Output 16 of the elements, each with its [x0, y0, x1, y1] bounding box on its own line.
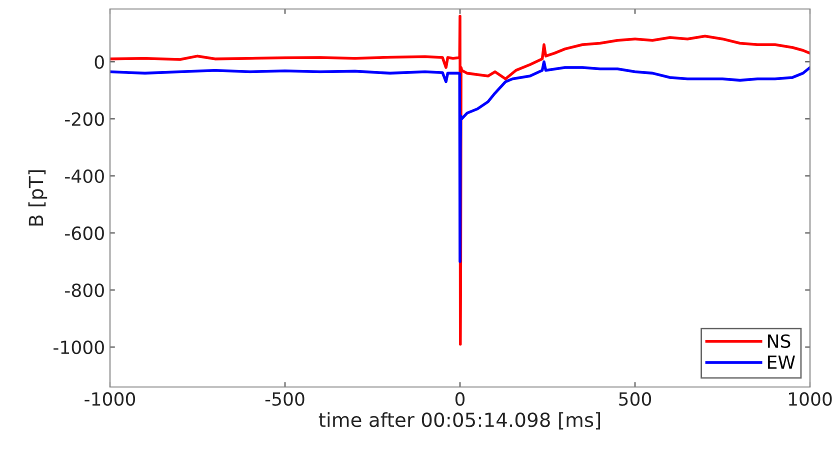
y-tick-label: -400	[65, 169, 104, 184]
y-tick-label: -1000	[54, 340, 104, 354]
legend-label: NS	[768, 334, 790, 348]
x-axis-title: time after 00:05:14.098 [ms]	[318, 412, 600, 430]
x-tick-label: 0	[455, 392, 465, 406]
legend-label: EW	[768, 356, 795, 369]
x-tick-label: 500	[619, 392, 652, 406]
y-tick-label: -200	[65, 112, 104, 126]
x-tick-label: 1000	[789, 392, 832, 406]
line-series	[110, 60, 810, 263]
y-axis-title: B [pT]	[28, 170, 48, 226]
x-tick-label: -1000	[84, 392, 136, 406]
y-tick-label: -800	[65, 283, 104, 298]
y-tick-label: 0	[94, 55, 104, 69]
x-tick-label: -500	[265, 392, 304, 406]
y-tick-label: -600	[65, 226, 104, 240]
